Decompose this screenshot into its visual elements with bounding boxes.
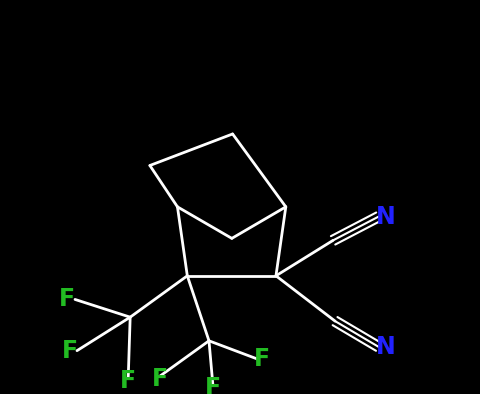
Text: F: F: [204, 377, 220, 394]
Text: F: F: [253, 348, 270, 371]
Text: F: F: [120, 370, 136, 393]
Text: N: N: [375, 205, 395, 229]
Text: F: F: [62, 339, 78, 362]
Text: F: F: [59, 288, 75, 311]
Text: F: F: [151, 368, 168, 391]
Text: N: N: [375, 335, 395, 359]
